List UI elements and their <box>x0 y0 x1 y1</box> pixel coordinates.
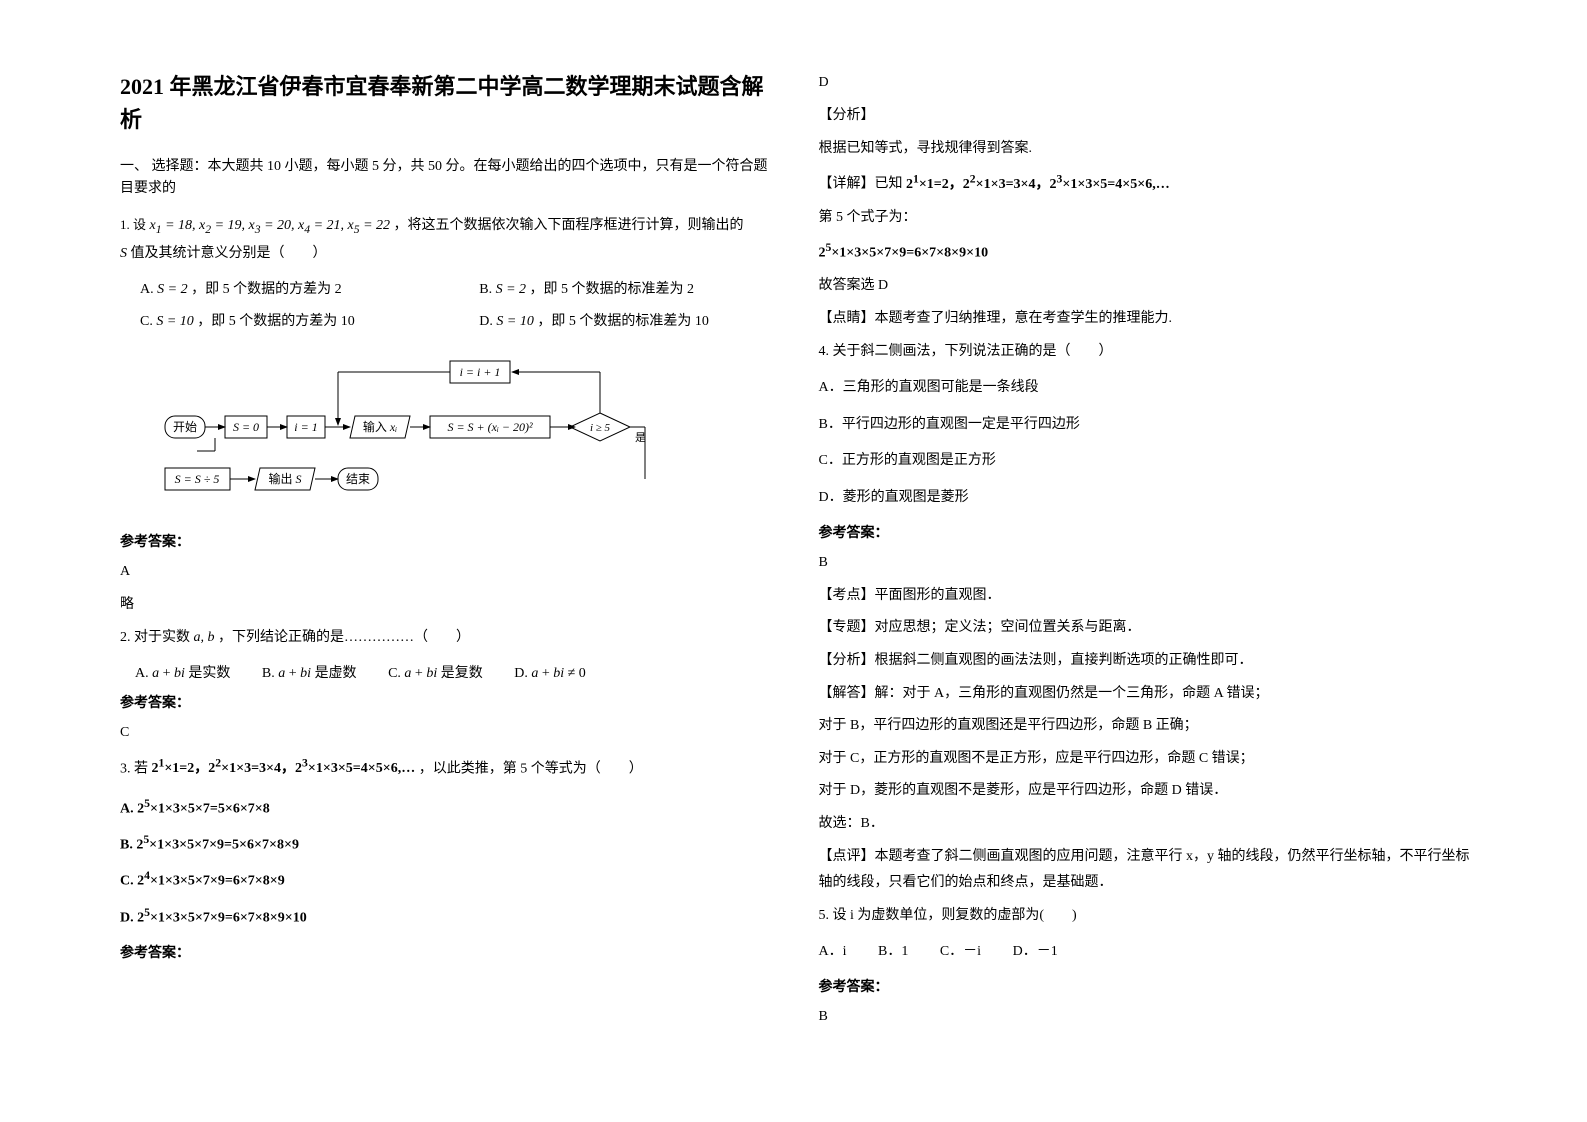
q3-optC: C. 24×1×3×5×7×9=6×7×8×9 <box>120 865 779 895</box>
q4-solve1: 【解答】解：对于 A，三角形的直观图仍然是一个三角形，命题 A 错误； <box>819 681 1478 708</box>
q3-detail-line2: 第 5 个式子为： <box>819 205 1478 232</box>
q1-optA-suffix: ，即 5 个数据的方差为 2 <box>191 282 342 297</box>
q3-comment: 【点睛】本题考查了归纳推理，意在考查学生的推理能力. <box>819 306 1478 333</box>
q4-solve4: 对于 D，菱形的直观图不是菱形，应是平行四边形，命题 D 错误． <box>819 778 1478 805</box>
q5-answer-label: 参考答案： <box>819 976 1478 996</box>
q4-point: 【考点】平面图形的直观图． <box>819 583 1478 610</box>
q1-optB-suffix: ，即 5 个数据的标准差为 2 <box>530 282 695 297</box>
q3-detail-formula: 21×1=2，22×1×3=3×4，23×1×3×5=4×5×6,… <box>906 177 1170 192</box>
q1-optA-prefix: A. <box>140 282 157 297</box>
q1-formula: x1 = 18, x2 = 19, x3 = 20, x4 = 21, x5 =… <box>150 218 391 233</box>
q1-optC-formula: S = 10 <box>156 314 193 329</box>
q2-formula: a, b <box>194 630 215 645</box>
q4-topic: 【专题】对应思想；定义法；空间位置关系与距离． <box>819 615 1478 642</box>
svg-text:S = S ÷ 5: S = S ÷ 5 <box>175 472 220 486</box>
q3-detail-label: 【详解】已知 <box>819 177 903 192</box>
q4-optB: B．平行四边形的直观图一定是平行四边形 <box>819 412 1478 439</box>
q1-optC-suffix: ，即 5 个数据的方差为 10 <box>197 314 355 329</box>
question-2: 2. 对于实数 a, b ，下列结论正确的是……………（ ） <box>120 625 779 652</box>
q3-analysis-text: 根据已知等式，寻找规律得到答案. <box>819 136 1478 163</box>
q3-optB: B. 25×1×3×5×7×9=5×6×7×8×9 <box>120 829 779 859</box>
q1-optB-formula: S = 2 <box>496 282 526 297</box>
q1-options: A. S = 2 ，即 5 个数据的方差为 2 B. S = 2 ，即 5 个数… <box>140 277 779 335</box>
q2-optD: D. a + bi ≠ 0 <box>514 666 586 681</box>
q1-optD-formula: S = 10 <box>496 314 533 329</box>
question-5: 5. 设 i 为虚数单位，则复数的虚部为( ) <box>819 903 1478 930</box>
q1-answer-note: 略 <box>120 592 779 617</box>
q2-answer: C <box>120 720 779 745</box>
q1-optC-prefix: C. <box>140 314 156 329</box>
q2-optB: B. a + bi 是虚数 <box>262 666 357 681</box>
q3-detail-formula2: 25×1×3×5×7×9=6×7×8×9×10 <box>819 237 1478 267</box>
q1-optA-formula: S = 2 <box>157 282 187 297</box>
svg-text:i ≥ 5: i ≥ 5 <box>590 422 611 434</box>
q4-optC: C．正方形的直观图是正方形 <box>819 448 1478 475</box>
q1-optD-suffix: ，即 5 个数据的标准差为 10 <box>537 314 709 329</box>
q4-solve2: 对于 B，平行四边形的直观图还是平行四边形，命题 B 正确； <box>819 713 1478 740</box>
q4-comment: 【点评】本题考查了斜二侧画直观图的应用问题，注意平行 x，y 轴的线段，仍然平行… <box>819 844 1478 897</box>
svg-text:S = S + (xᵢ − 20)²: S = S + (xᵢ − 20)² <box>447 420 533 434</box>
svg-text:结束: 结束 <box>346 472 370 486</box>
q1-optD-prefix: D. <box>479 314 496 329</box>
q2-answer-label: 参考答案： <box>120 692 779 712</box>
section-header: 一、 选择题：本大题共 10 小题，每小题 5 分，共 50 分。在每小题给出的… <box>120 156 779 201</box>
q3-formula: 21×1=2，22×1×3=3×4，23×1×3×5=4×5×6,… <box>152 761 416 776</box>
q1-s-var: S <box>120 246 127 261</box>
question-1: 1. 设 x1 = 18, x2 = 19, x3 = 20, x4 = 21,… <box>120 213 779 268</box>
q4-optD: D．菱形的直观图是菱形 <box>819 485 1478 512</box>
q4-optA: A．三角形的直观图可能是一条线段 <box>819 375 1478 402</box>
q5-optB: B．1 <box>878 944 908 959</box>
q1-answer: A <box>120 559 779 584</box>
q2-stem-prefix: 2. 对于实数 <box>120 630 190 645</box>
svg-text:i = 1: i = 1 <box>294 420 317 434</box>
q2-optA: A. a + bi 是实数 <box>135 666 230 681</box>
q2-options: A. a + bi 是实数 B. a + bi 是虚数 C. a + bi 是复… <box>135 662 779 682</box>
q3-detail-line3: 故答案选 D <box>819 273 1478 300</box>
q1-optB-prefix: B. <box>479 282 495 297</box>
q4-solve3: 对于 C，正方形的直观图不是正方形，应是平行四边形，命题 C 错误； <box>819 746 1478 773</box>
q5-optD: D．－1 <box>1013 944 1058 959</box>
q1-stem-suffix: ，将这五个数据依次输入下面程序框进行计算，则输出的 <box>394 218 744 233</box>
q3-optA: A. 25×1×3×5×7=5×6×7×8 <box>120 793 779 823</box>
q2-stem-suffix: ，下列结论正确的是……………（ ） <box>218 630 470 645</box>
q2-optC: C. a + bi 是复数 <box>388 666 483 681</box>
q5-optC: C．－i <box>940 944 981 959</box>
q3-stem-prefix: 3. 若 <box>120 761 148 776</box>
fc-start: 开始 <box>173 420 197 434</box>
q5-options: A．i B．1 C．－i D．－1 <box>819 939 1478 966</box>
question-4: 4. 关于斜二侧画法，下列说法正确的是（ ） <box>819 339 1478 366</box>
svg-text:是: 是 <box>635 431 646 444</box>
q3-detail: 【详解】已知 21×1=2，22×1×3=3×4，23×1×3×5=4×5×6,… <box>819 168 1478 198</box>
question-3: 3. 若 21×1=2，22×1×3=3×4，23×1×3×5=4×5×6,… … <box>120 753 779 783</box>
q3-answer-label: 参考答案： <box>120 942 779 962</box>
q1-stem-prefix: 1. 设 <box>120 217 146 232</box>
q5-optA: A．i <box>819 944 847 959</box>
q3-stem-suffix: ，以此类推，第 5 个等式为（ ） <box>419 761 643 776</box>
svg-text:S = 0: S = 0 <box>233 420 259 434</box>
q3-optD: D. 25×1×3×5×7×9=6×7×8×9×10 <box>120 902 779 932</box>
q4-solve5: 故选：B． <box>819 811 1478 838</box>
q4-answer-label: 参考答案： <box>819 522 1478 542</box>
svg-text:输出 S: 输出 S <box>268 471 301 486</box>
page-title: 2021 年黑龙江省伊春市宜春奉新第二中学高二数学理期末试题含解析 <box>120 70 779 136</box>
q4-answer: B <box>819 550 1478 575</box>
q3-analysis-label: 【分析】 <box>819 103 1478 130</box>
q4-analysis: 【分析】根据斜二侧直观图的画法法则，直接判断选项的正确性即可． <box>819 648 1478 675</box>
svg-text:i = i + 1: i = i + 1 <box>460 365 501 379</box>
q3-answer: D <box>819 70 1478 95</box>
svg-text:输入 xᵢ: 输入 xᵢ <box>363 419 397 434</box>
flowchart: 开始 S = 0 i = 1 输入 xᵢ S = S + (xᵢ − 20)² … <box>160 351 779 511</box>
q1-stem-line2: 值及其统计意义分别是（ ） <box>131 246 327 261</box>
q5-answer: B <box>819 1004 1478 1029</box>
q1-answer-label: 参考答案： <box>120 531 779 551</box>
